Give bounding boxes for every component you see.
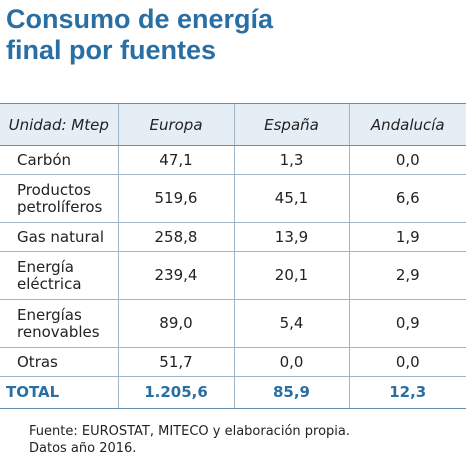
row-label-energia-electrica: Energía eléctrica xyxy=(0,251,118,300)
footnote-year: Datos año 2016. xyxy=(29,441,137,456)
cell-andalucia: 0,0 xyxy=(348,145,466,175)
row-label-gas-natural: Gas natural xyxy=(0,222,118,252)
cell-andalucia: 0,0 xyxy=(348,347,466,377)
cell-espana: 5,4 xyxy=(233,299,349,348)
cell-espana: 20,1 xyxy=(233,251,349,300)
cell-espana: 45,1 xyxy=(233,174,349,223)
total-row: TOTAL 1.205,6 85,9 12,3 xyxy=(0,376,466,409)
row-label-energias-renovables: Energías renovables xyxy=(0,299,118,348)
table-row: Energía eléctrica 239,4 20,1 2,9 xyxy=(0,251,466,300)
header-espana: España xyxy=(233,103,349,146)
row-label-carbon: Carbón xyxy=(0,145,118,175)
label-line: Energía xyxy=(17,257,74,276)
cell-andalucia: 0,9 xyxy=(348,299,466,348)
cell-europa: 51,7 xyxy=(117,347,234,377)
header-andalucia: Andalucía xyxy=(348,103,466,146)
title-line-2: final por fuentes xyxy=(6,35,217,65)
table-row: Energías renovables 89,0 5,4 0,9 xyxy=(0,299,466,348)
header-europa: Europa xyxy=(117,103,234,146)
header-unit: Unidad: Mtep xyxy=(0,103,118,146)
cell-europa: 47,1 xyxy=(117,145,234,175)
cell-europa: 239,4 xyxy=(117,251,234,300)
cell-europa: 258,8 xyxy=(117,222,234,252)
row-label-productos-petroliferos: Productos petrolíferos xyxy=(0,174,118,223)
total-espana: 85,9 xyxy=(233,376,349,409)
total-label: TOTAL xyxy=(0,376,118,409)
energy-consumption-table: Unidad: Mtep Europa España Andalucía Car… xyxy=(0,103,466,409)
cell-europa: 89,0 xyxy=(117,299,234,348)
cell-europa: 519,6 xyxy=(117,174,234,223)
label-line: renovables xyxy=(17,322,100,341)
label-line: petrolíferos xyxy=(17,197,103,216)
total-andalucia: 12,3 xyxy=(348,376,466,409)
label-line: eléctrica xyxy=(17,274,82,293)
cell-espana: 13,9 xyxy=(233,222,349,252)
source-footnote: Fuente: EUROSTAT, MITECO y elaboración p… xyxy=(29,423,350,457)
label-line: Energías xyxy=(17,305,82,324)
footnote-source: Fuente: EUROSTAT, MITECO y elaboración p… xyxy=(29,424,350,439)
cell-espana: 1,3 xyxy=(233,145,349,175)
cell-andalucia: 2,9 xyxy=(348,251,466,300)
label-line: Productos xyxy=(17,180,91,199)
cell-andalucia: 6,6 xyxy=(348,174,466,223)
cell-andalucia: 1,9 xyxy=(348,222,466,252)
page-title: Consumo de energía final por fuentes xyxy=(6,4,273,66)
table-row: Carbón 47,1 1,3 0,0 xyxy=(0,145,466,175)
total-europa: 1.205,6 xyxy=(117,376,234,409)
table-header-row: Unidad: Mtep Europa España Andalucía xyxy=(0,103,466,146)
cell-espana: 0,0 xyxy=(233,347,349,377)
title-line-1: Consumo de energía xyxy=(6,4,274,34)
table-row: Gas natural 258,8 13,9 1,9 xyxy=(0,222,466,252)
table-row: Productos petrolíferos 519,6 45,1 6,6 xyxy=(0,174,466,223)
table-row: Otras 51,7 0,0 0,0 xyxy=(0,347,466,377)
row-label-otras: Otras xyxy=(0,347,118,377)
